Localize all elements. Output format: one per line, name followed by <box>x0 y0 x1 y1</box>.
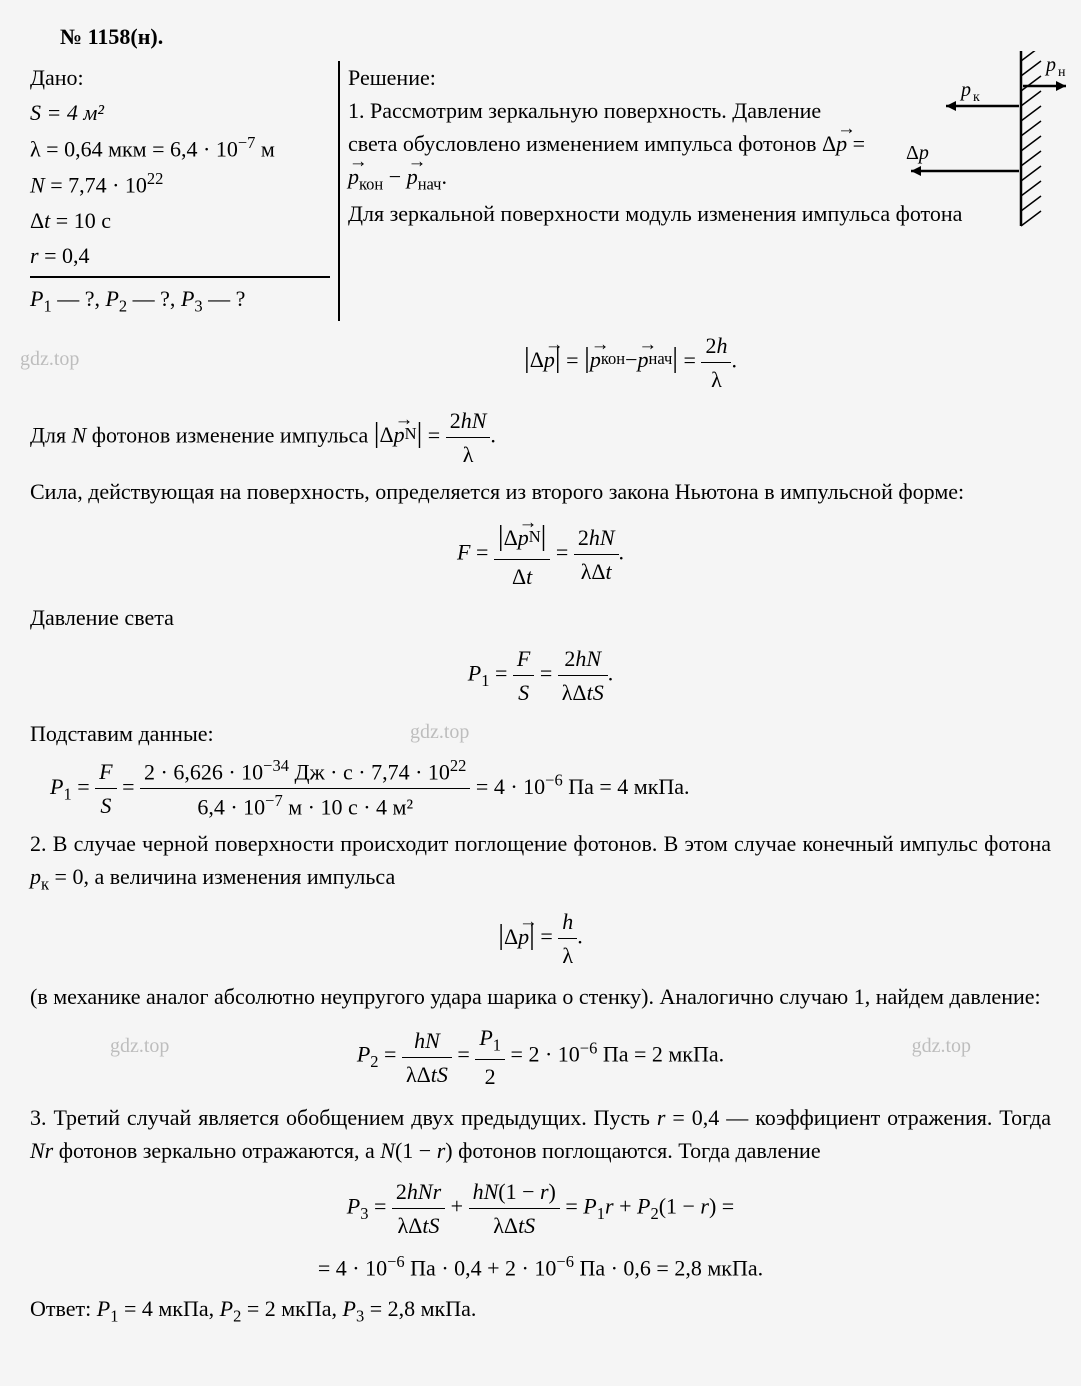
eq-p1: P1 = FS = 2hNλΔtS. <box>30 642 1051 709</box>
eq-delta-p: gdz.top Δp = pкон − pнач = 2hλ. gdz.top <box>120 329 1081 396</box>
watermark-3: gdz.top <box>410 717 469 747</box>
eq-p3: P3 = 2hNrλΔtS + hN(1 − r)λΔtS = P1r + P2… <box>30 1175 1051 1242</box>
given-line-1: S = 4 м² <box>30 96 330 129</box>
top-section: Дано: S = 4 м² λ = 0,64 мкм = 6,4 · 10−7… <box>30 61 1051 321</box>
watermark-5: gdz.top <box>912 1031 971 1061</box>
eq-p2: gdz.top P2 = hNλΔtS = P12 = 2 · 10−6 Па … <box>30 1021 1051 1092</box>
n-photons: Для N фотонов изменение импульса ΔpN = 2… <box>30 404 1051 471</box>
subst-text: Подставим данные: gdz.top <box>30 717 1051 750</box>
solution-column: p⃗ н p⃗ к Δp⃗ Решение: 1. Рассмотрим зер… <box>340 61 1051 321</box>
eq-force: F = ΔpNΔt = 2hNλΔt. <box>30 516 1051 593</box>
p1-calc: P1 = FS = 2 · 6,626 · 10−34 Дж · с · 7,7… <box>30 754 1051 824</box>
given-line-5: r = 0,4 <box>30 239 330 272</box>
find-line: P1 — ?, P2 — ?, P3 — ? <box>30 282 330 319</box>
divider <box>30 276 330 278</box>
svg-text:Δp⃗: Δp⃗ <box>906 142 944 164</box>
part2-text2: (в механике аналог абсолютно неупругого … <box>30 980 1051 1013</box>
watermark-4: gdz.top <box>110 1031 169 1061</box>
answer: Ответ: P1 = 4 мкПа, P2 = 2 мкПа, P3 = 2,… <box>30 1292 1051 1329</box>
pressure-text: Давление света <box>30 601 1051 634</box>
svg-text:к: к <box>973 90 980 105</box>
diagram: p⃗ н p⃗ к Δp⃗ <box>891 51 1071 231</box>
svg-text:н: н <box>1058 65 1066 80</box>
part3-text: 3. Третий случай является обобщением дву… <box>30 1101 1051 1167</box>
watermark-1: gdz.top <box>20 344 79 374</box>
given-line-4: Δt = 10 с <box>30 204 330 237</box>
force-text: Сила, действующая на поверхность, опреде… <box>30 475 1051 508</box>
given-column: Дано: S = 4 м² λ = 0,64 мкм = 6,4 · 10−7… <box>30 61 340 321</box>
problem-number: № 1158(н). <box>30 20 1051 53</box>
p3-calc: = 4 · 10−6 Па · 0,4 + 2 · 10−6 Па · 0,6 … <box>30 1250 1051 1284</box>
given-line-2: λ = 0,64 мкм = 6,4 · 10−7 м <box>30 131 330 165</box>
eq-part2: Δp = hλ. <box>30 905 1051 972</box>
part2-text: 2. В случае черной поверхности происходи… <box>30 827 1051 897</box>
given-label: Дано: <box>30 61 330 94</box>
given-line-3: N = 7,74 · 1022 <box>30 167 330 201</box>
